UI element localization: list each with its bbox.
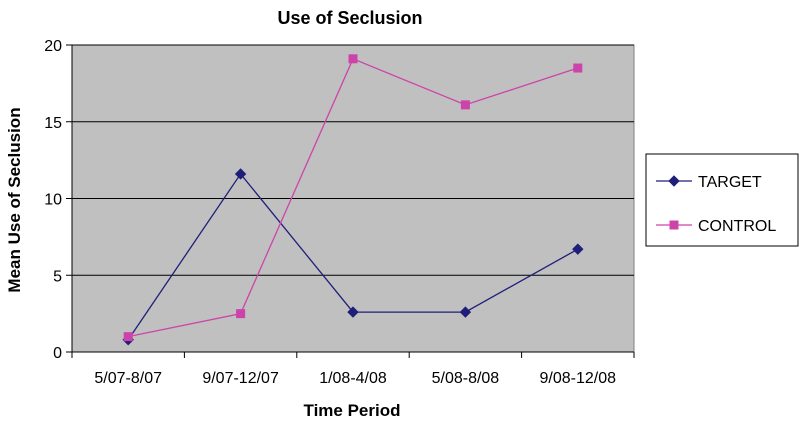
x-tick-label: 9/08-12/08	[540, 370, 617, 387]
legend-marker-control	[669, 220, 679, 230]
legend-label-control: CONTROL	[698, 218, 776, 235]
legend-marker-target	[668, 175, 680, 187]
y-tick-label: 5	[53, 268, 62, 285]
legend-label-target: TARGET	[698, 174, 762, 191]
data-point-control	[573, 63, 583, 73]
data-point-control	[348, 54, 358, 64]
y-axis-title: Mean Use of Seclusion	[5, 107, 24, 292]
data-point-control	[123, 332, 133, 342]
data-point-target	[234, 168, 247, 180]
plot-area: 0 5 10 15 20 5/07-8/07 9/07-12/07 1/08-4/08 5/08…	[44, 38, 635, 387]
y-tick-label: 0	[53, 345, 62, 362]
x-axis-title: Time Period	[304, 401, 401, 420]
x-tick-label: 9/07-12/07	[202, 370, 279, 387]
data-point-target	[572, 243, 584, 255]
chart-title: Use of Seclusion	[277, 8, 422, 28]
legend: TARGET CONTROL	[645, 153, 799, 247]
x-tick-label: 1/08-4/08	[319, 370, 387, 387]
x-tick-label: 5/08-8/08	[432, 370, 500, 387]
data-point-target	[459, 306, 472, 318]
data-point-target	[347, 306, 359, 318]
data-point-control	[460, 100, 470, 110]
x-tick-label: 5/07-8/07	[94, 370, 162, 387]
y-tick-label: 15	[44, 115, 62, 132]
y-tick-label: 20	[44, 38, 62, 55]
data-point-control	[236, 309, 246, 319]
y-tick-label: 10	[44, 192, 62, 209]
legend-box	[645, 153, 799, 247]
